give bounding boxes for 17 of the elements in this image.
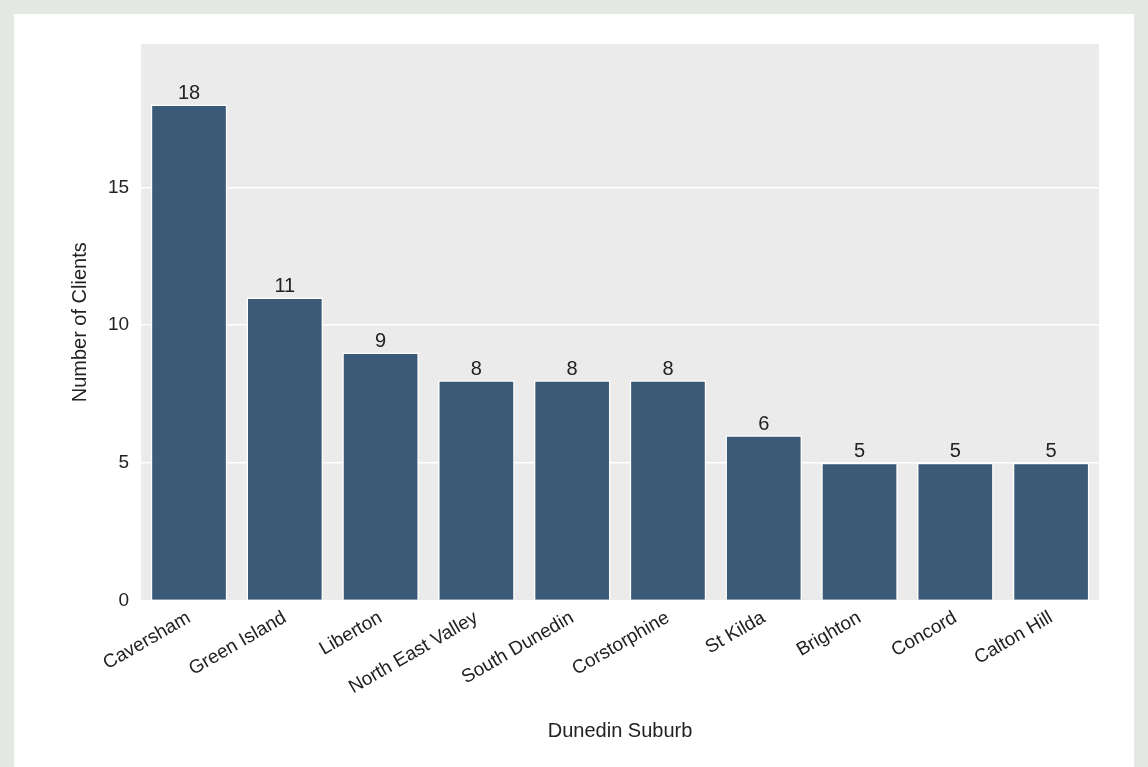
data-label: 9 [375, 329, 387, 352]
data-label: 18 [177, 81, 201, 104]
data-label: 5 [949, 439, 961, 462]
y-tick-label: 0 [118, 588, 130, 610]
data-label: 8 [470, 356, 482, 379]
data-label: 5 [1045, 439, 1057, 462]
y-tick-label: 5 [118, 451, 130, 473]
y-tick-label: 10 [107, 313, 130, 335]
data-label: 5 [853, 439, 866, 462]
y-axis-title: Number of Clients [67, 242, 90, 403]
y-tick-label: 15 [107, 175, 130, 197]
data-label: 11 [274, 274, 296, 296]
x-tick-label: St Kilda [701, 606, 769, 658]
data-label: 8 [662, 356, 674, 379]
x-axis-title: Dunedin Suburb [547, 718, 693, 741]
data-label: 6 [758, 411, 770, 434]
data-label: 8 [566, 356, 578, 379]
